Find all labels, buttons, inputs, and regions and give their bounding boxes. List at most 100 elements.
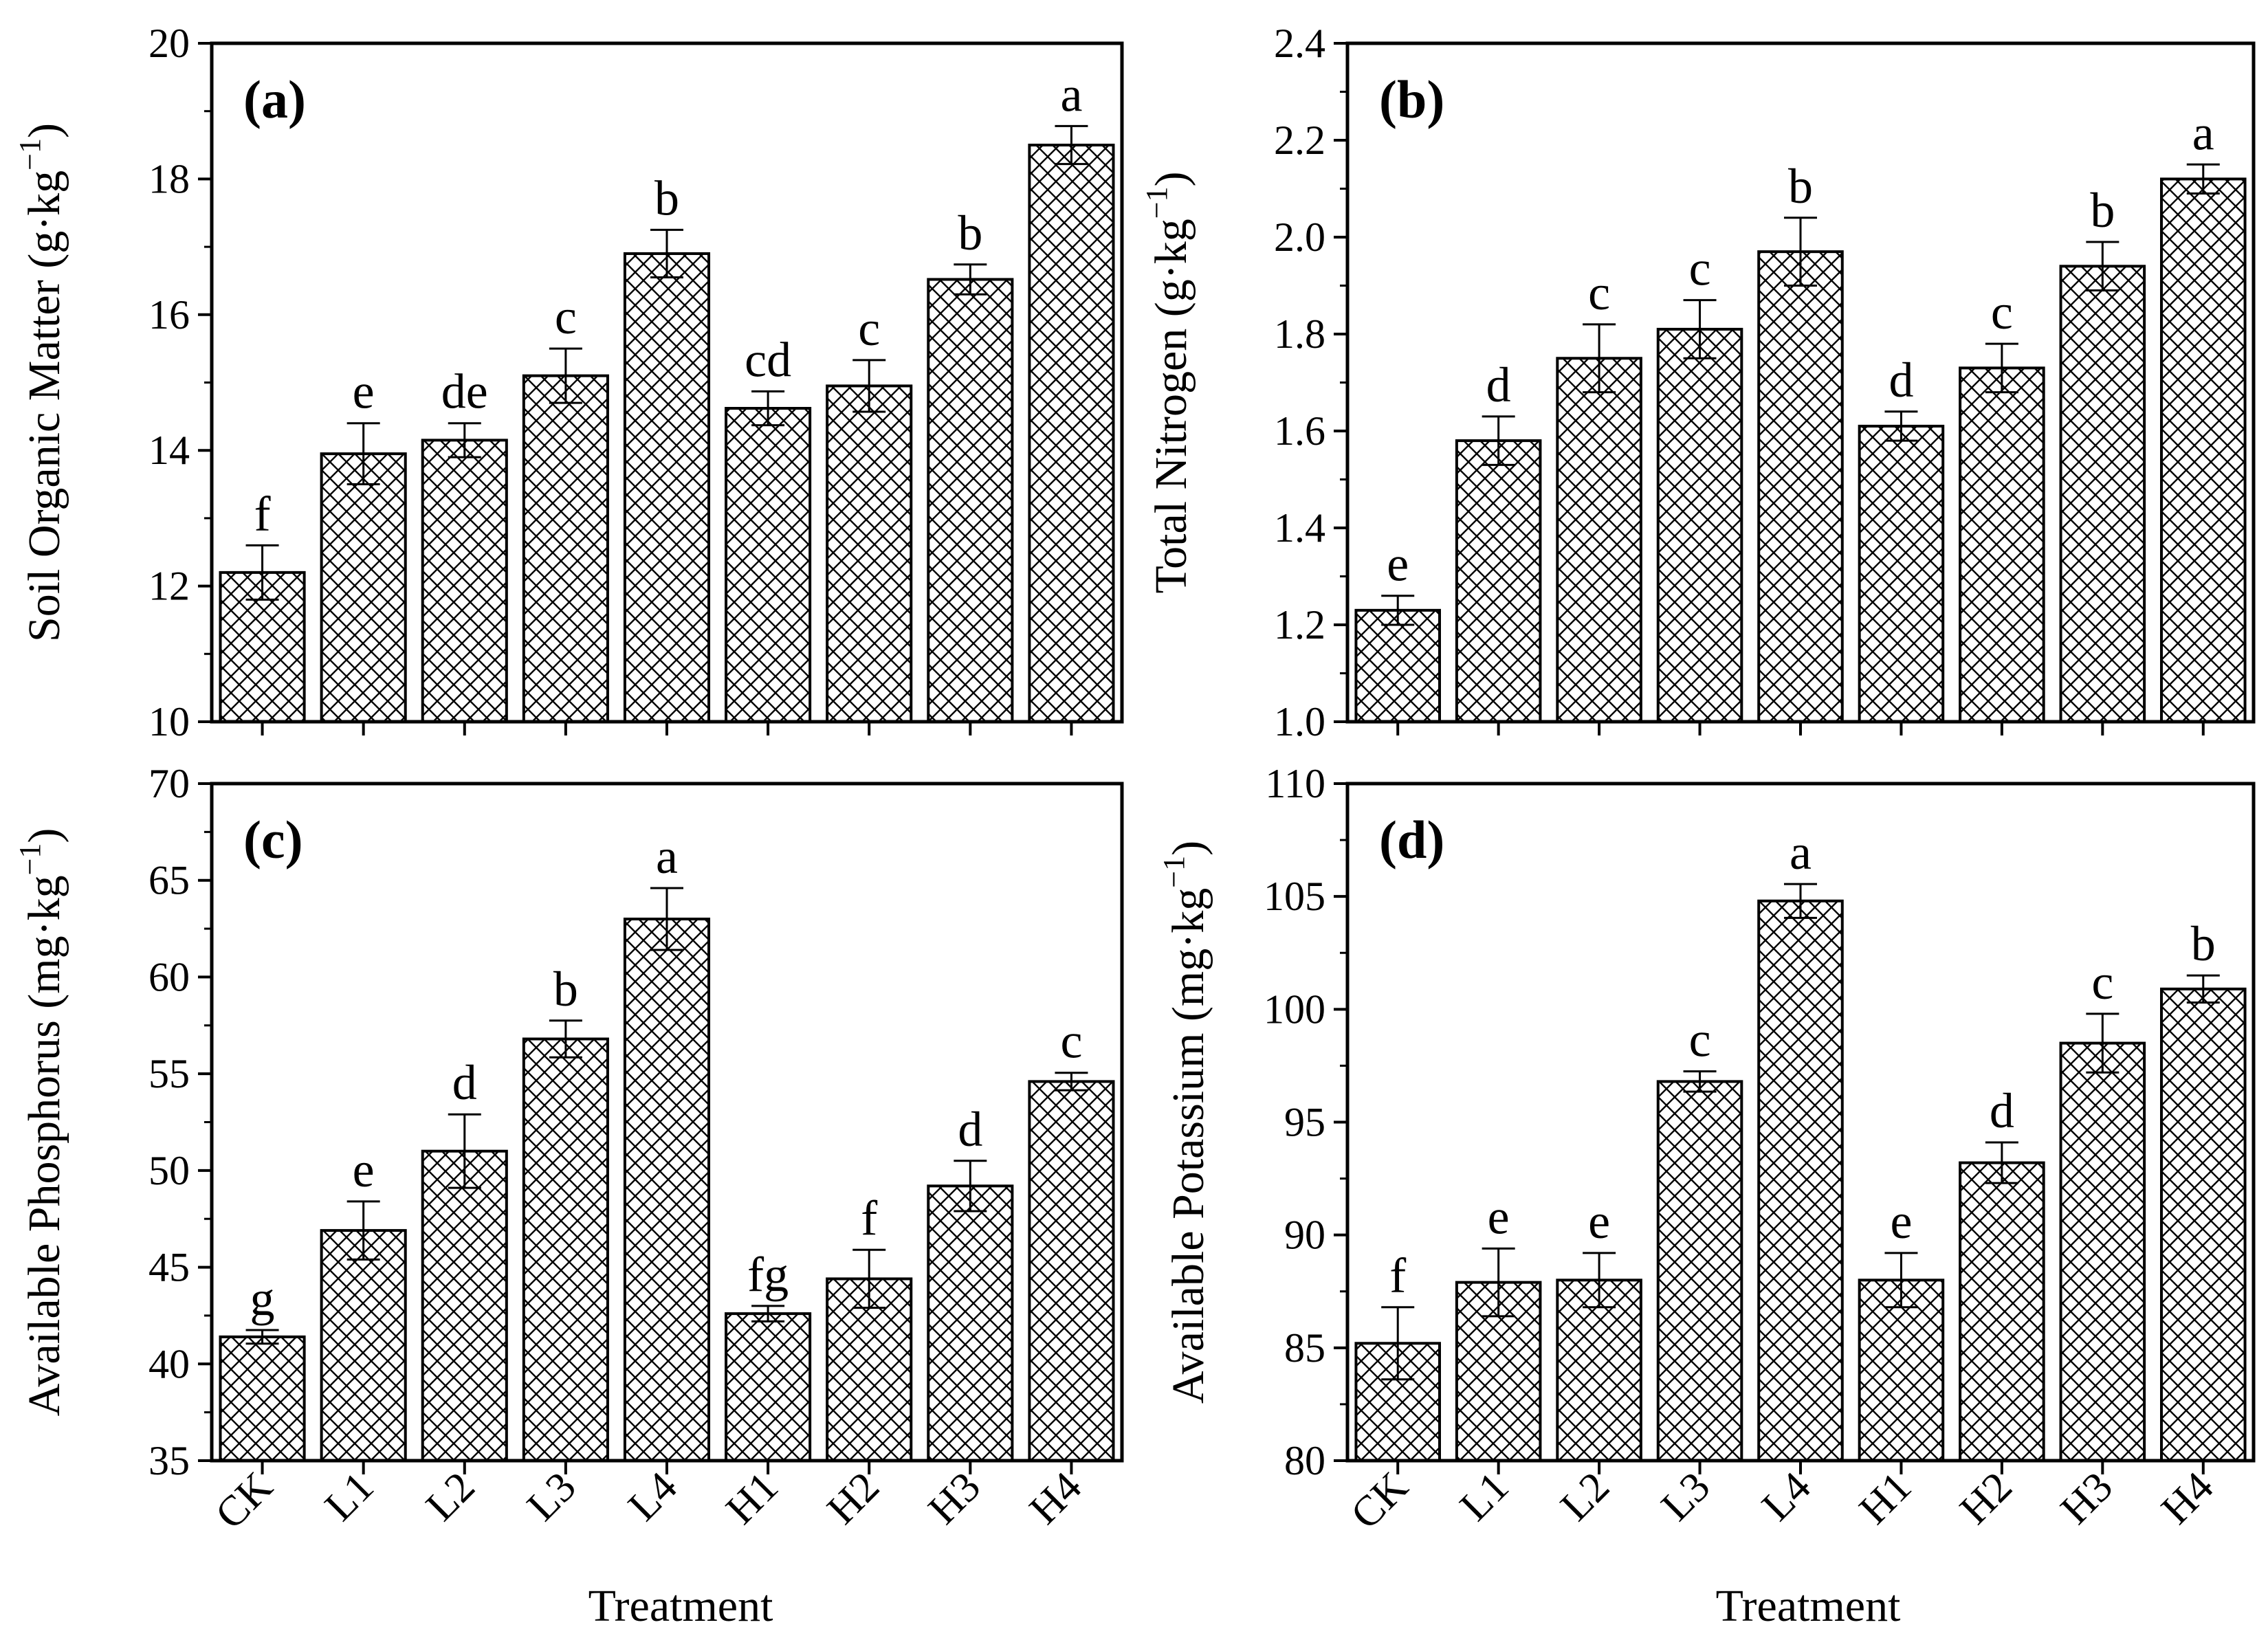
y-tick-label: 2.0 — [1274, 214, 1325, 260]
significance-letter: d — [452, 1055, 477, 1110]
bar — [826, 384, 913, 723]
significance-letter: c — [1991, 285, 2013, 340]
significance-letter: c — [1689, 1012, 1711, 1067]
bar — [725, 1312, 812, 1462]
y-tick-label: 90 — [1284, 1213, 1325, 1258]
bar — [2160, 177, 2247, 723]
y-tick-label: 45 — [148, 1245, 190, 1290]
x-axis-title-right: Treatment — [1716, 1581, 1901, 1631]
x-axis-title-left: Treatment — [588, 1581, 773, 1631]
panel-d: f CK e L1 e L2 c L3 a L4 e H1 d H2 c H3 b H4 80 85 90 95 100 10… — [1157, 761, 2256, 1538]
x-tick-label: L1 — [316, 1463, 383, 1530]
bar — [1959, 366, 2045, 723]
significance-letter: b — [553, 962, 578, 1017]
y-tick-label: 55 — [148, 1051, 190, 1096]
x-tick-label: L1 — [1451, 1463, 1518, 1530]
bar — [927, 278, 1014, 723]
y-tick-label: 1.4 — [1274, 505, 1325, 551]
significance-letter: cd — [745, 332, 791, 387]
bar — [623, 918, 711, 1462]
significance-letter: d — [1486, 357, 1511, 412]
significance-letter: d — [1990, 1083, 2014, 1138]
y-tick-label: 2.4 — [1274, 21, 1325, 66]
bar — [1028, 144, 1115, 724]
y-tick-label: 65 — [148, 858, 190, 903]
significance-letter: f — [254, 486, 271, 541]
significance-letter: b — [654, 170, 679, 225]
significance-letter: f — [1389, 1248, 1406, 1303]
bar — [1455, 439, 1542, 723]
y-axis-title-unit-exponent: −1 — [1140, 186, 1174, 219]
significance-letter: c — [1588, 265, 1610, 320]
bar — [1656, 1080, 1743, 1462]
bar — [725, 407, 812, 723]
y-axis-title-main: Available Potassium (mg·kg — [1163, 888, 1213, 1404]
y-tick-label: 1.2 — [1274, 602, 1325, 648]
bar — [826, 1277, 913, 1462]
significance-letter: b — [1788, 159, 1813, 214]
y-axis-title: Available Potassium (mg·kg−1) — [1157, 841, 1213, 1404]
panel-b: e d c c b d c b a 1.0 1.2 1.4 1.6 1.8 2.0 2.2 2.4 (b) Tota… — [1140, 21, 2256, 744]
x-tick-label: H3 — [2052, 1463, 2122, 1534]
y-axis-title-close: ) — [1146, 171, 1196, 186]
x-tick-label: H1 — [1851, 1463, 1921, 1534]
panel-label: (a) — [243, 69, 306, 129]
significance-letter: e — [353, 1142, 375, 1197]
panel-label: (c) — [243, 810, 303, 870]
y-tick-label: 35 — [148, 1438, 190, 1483]
significance-letter: b — [958, 206, 982, 261]
bar — [219, 1335, 306, 1463]
y-axis-title: Soil Organic Matter (g·kg−1) — [13, 123, 69, 642]
significance-letter: a — [656, 829, 678, 884]
x-tick-label: H2 — [818, 1463, 888, 1534]
y-tick-label: 1.0 — [1274, 699, 1325, 744]
y-axis-title-close: ) — [19, 123, 69, 138]
x-tick-label: L3 — [1653, 1463, 1719, 1530]
y-tick-label: 85 — [1284, 1325, 1325, 1371]
y-tick-label: 40 — [148, 1341, 190, 1386]
y-tick-label: 95 — [1284, 1100, 1325, 1145]
x-tick-label: H2 — [1951, 1463, 2021, 1534]
bar — [623, 252, 711, 724]
panel-c: g CK e L1 d L2 b L3 a L4 fg H1 f H2 d H3 c H4 35 40 45 50 55 60… — [13, 761, 1124, 1538]
y-tick-label: 2.2 — [1274, 118, 1325, 163]
y-tick-label: 14 — [148, 428, 190, 473]
significance-letter: c — [858, 301, 880, 356]
bar — [1354, 608, 1441, 723]
y-tick-label: 12 — [148, 564, 190, 609]
y-axis-title-main: Soil Organic Matter (g·kg — [19, 170, 69, 642]
significance-letter: a — [1790, 825, 1812, 880]
panel-label: (d) — [1379, 810, 1444, 870]
bar — [2160, 987, 2247, 1462]
bar — [1028, 1080, 1115, 1462]
y-tick-label: 80 — [1284, 1438, 1325, 1483]
y-tick-label: 105 — [1264, 874, 1325, 919]
y-axis-title-close: ) — [19, 828, 69, 843]
y-axis-title-unit-exponent: −1 — [13, 843, 47, 876]
significance-letter: d — [958, 1102, 982, 1157]
bar — [1556, 357, 1642, 723]
y-tick-label: 16 — [148, 292, 190, 337]
x-tick-label: CK — [1342, 1463, 1417, 1538]
y-axis-title: Total Nitrogen (g·kg−1) — [1140, 171, 1196, 593]
significance-letter: c — [555, 289, 577, 344]
y-axis-title: Available Phosphorus (mg·kg−1) — [13, 828, 69, 1417]
significance-letter: b — [2191, 916, 2216, 971]
panel-a: f e de c b cd c b a 10 12 14 16 18 20 (a) Soil Organic M… — [13, 21, 1124, 744]
bar — [2059, 1041, 2146, 1463]
bar — [1858, 424, 1945, 723]
significance-letter: e — [353, 364, 375, 419]
significance-letter: e — [1890, 1194, 1912, 1249]
bar — [522, 374, 609, 723]
significance-letter: b — [2090, 183, 2115, 238]
y-tick-label: 50 — [148, 1148, 190, 1193]
x-tick-label: L2 — [1552, 1463, 1618, 1530]
bar — [1757, 250, 1844, 723]
x-tick-label: CK — [206, 1463, 281, 1538]
bar — [2059, 265, 2146, 723]
x-tick-label: H4 — [2153, 1463, 2223, 1534]
x-tick-label: H4 — [1021, 1463, 1091, 1534]
significance-letter: e — [1488, 1189, 1510, 1244]
bar — [320, 1229, 407, 1462]
